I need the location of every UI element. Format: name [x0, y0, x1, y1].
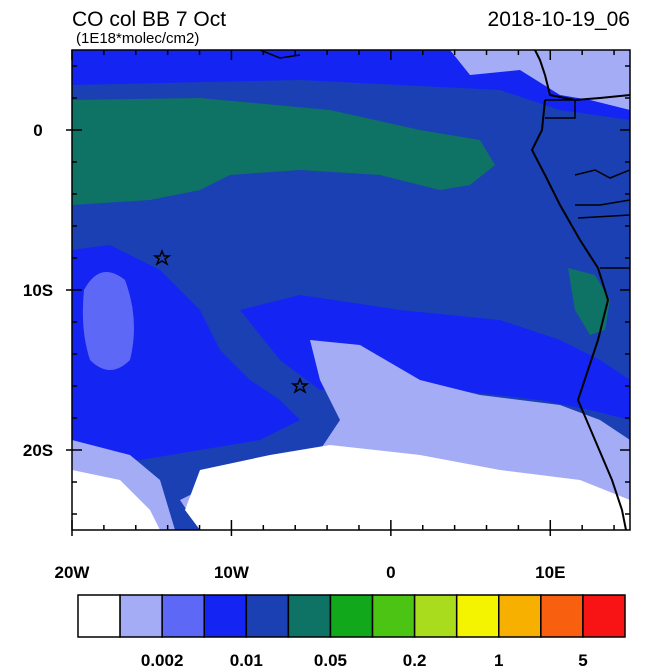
colorbar-box [413, 594, 458, 638]
colorbar-box [582, 594, 626, 638]
colorbar-box [203, 594, 248, 638]
subtitle: (1E18*molec/cm2) [76, 30, 199, 47]
x-tick-label: 10W [214, 563, 250, 582]
field-region [72, 470, 160, 530]
colorbar-box [77, 594, 121, 638]
colorbar-box [287, 594, 332, 638]
x-tick-label: 20W [55, 563, 91, 582]
colorbar-box [245, 594, 290, 638]
field [72, 50, 630, 530]
colorbar-box [161, 594, 205, 638]
field-region [240, 295, 630, 420]
colorbar-box [498, 594, 542, 638]
y-tick-label: 0 [33, 121, 42, 140]
colorbar-label: 0.002 [141, 651, 184, 667]
colorbar-box [455, 594, 500, 638]
x-tick-label: 10E [535, 563, 565, 582]
colorbar-label: 0.01 [230, 651, 263, 667]
colorbar-box [371, 594, 416, 638]
coastline [530, 50, 630, 530]
field-region [450, 50, 630, 110]
field-region [568, 268, 610, 335]
field-region [72, 98, 495, 205]
colorbar-box [329, 594, 374, 638]
colorbar-label: 1 [494, 651, 503, 667]
colorbar-label: 0.2 [403, 651, 427, 667]
y-tick-label: 20S [23, 441, 53, 460]
x-tick-label: 0 [386, 563, 395, 582]
colorbar-box [540, 594, 584, 638]
island-star [290, 376, 310, 394]
y-tick-label: 10S [23, 281, 53, 300]
title: CO col BB 7 Oct [72, 8, 226, 31]
field-region [82, 272, 134, 370]
timestamp: 2018-10-19_06 [488, 8, 630, 31]
border [259, 50, 630, 269]
island-star [152, 248, 172, 266]
colorbar-label: 0.05 [314, 651, 347, 667]
colorbar-label: 5 [578, 651, 587, 667]
field-region [185, 445, 630, 530]
colorbar-box [119, 594, 163, 638]
